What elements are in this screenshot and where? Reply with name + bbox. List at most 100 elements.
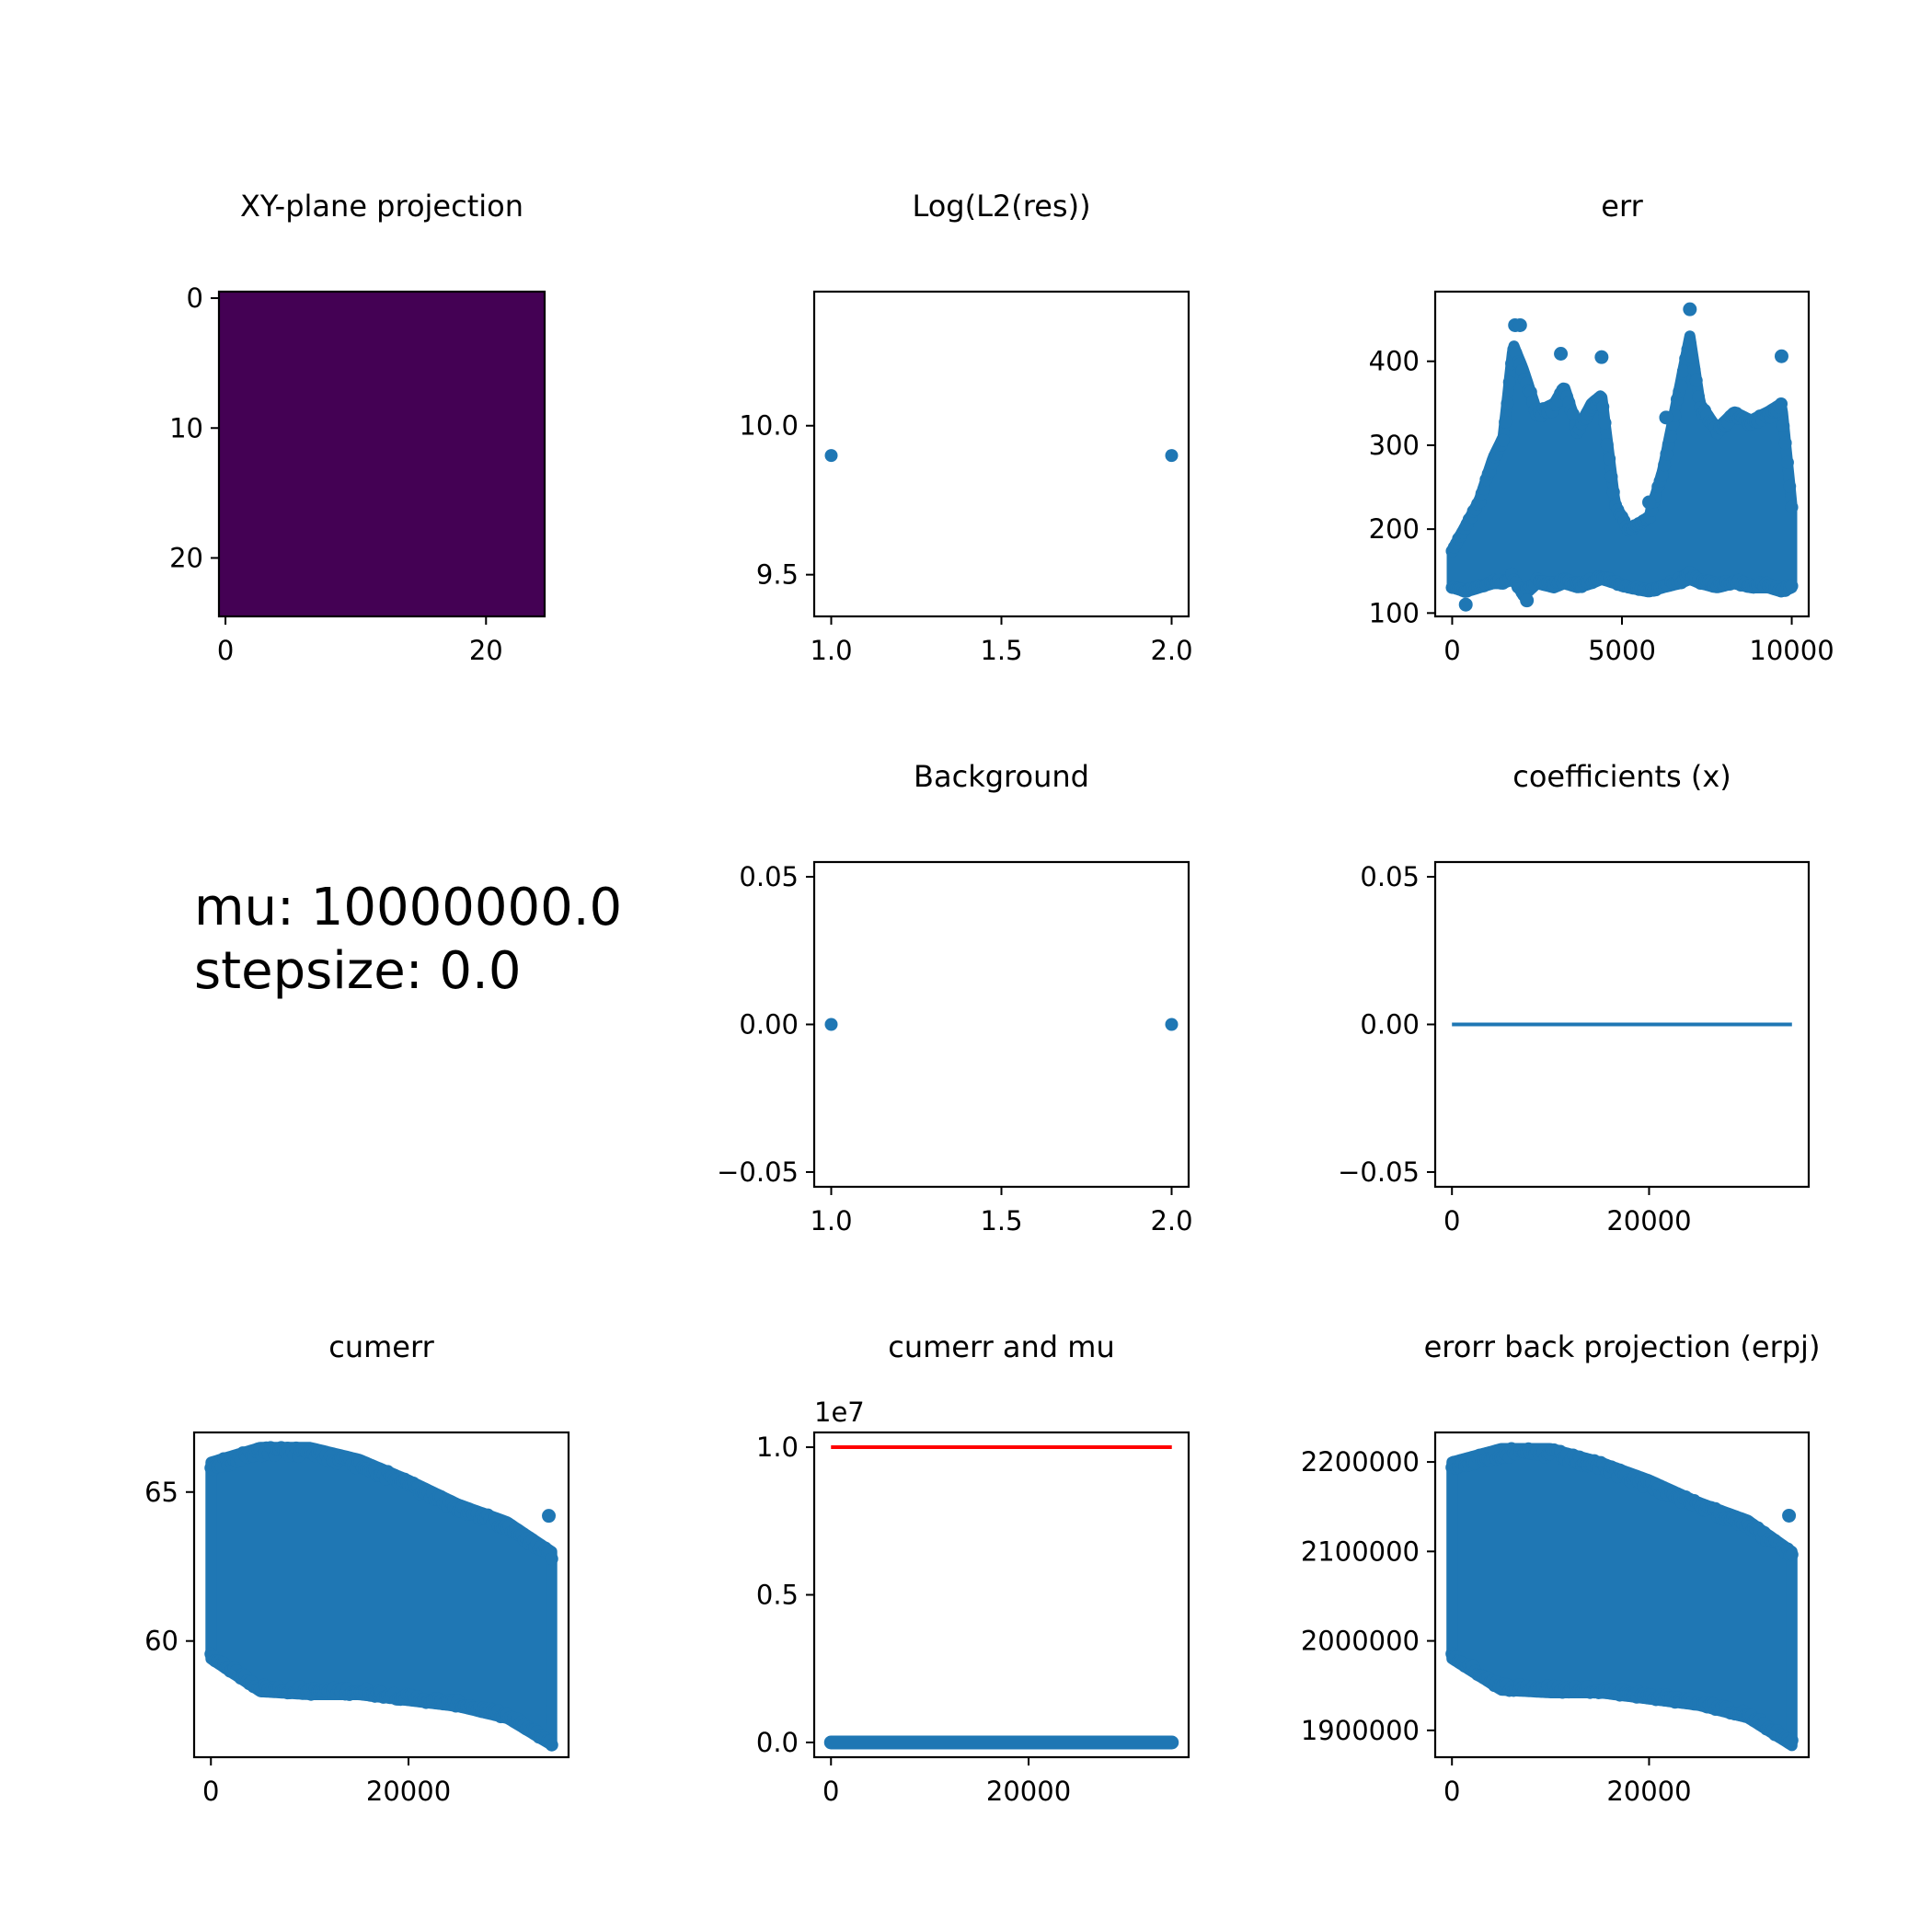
data-point	[545, 1738, 558, 1752]
data-point	[1685, 351, 1699, 364]
plot-area	[219, 292, 545, 616]
data-point	[1524, 385, 1537, 399]
y-tick-label: 10	[169, 412, 203, 443]
y-tick-label: 2000000	[1301, 1626, 1420, 1657]
y-tick-label: 1.0	[756, 1432, 799, 1463]
y-tick-label: 10.0	[739, 410, 799, 442]
data-point	[1596, 400, 1610, 414]
subplot-coef: coefficients (x) 0 20000 −0.05 0.00 0.05	[1338, 759, 1811, 1236]
data-point	[1780, 455, 1794, 469]
x-tick-label: 20000	[1606, 1776, 1691, 1807]
y-tick-label: 400	[1369, 346, 1420, 377]
data-point	[1606, 485, 1620, 499]
data-point	[542, 1509, 557, 1524]
y-tick-label: 60	[144, 1626, 178, 1657]
x-tick-label: 0	[1443, 635, 1460, 666]
x-tick-label: 0	[217, 635, 234, 666]
y-tick-label: 200	[1369, 513, 1420, 545]
subplot-title: Log(L2(res))	[912, 189, 1090, 224]
data-point	[1777, 419, 1790, 432]
data-point	[1659, 410, 1673, 425]
y-tick-label: 0.5	[756, 1580, 799, 1611]
y-tick-label: 0.05	[1360, 861, 1420, 892]
x-tick-label: 1.0	[810, 1205, 852, 1236]
y-tick-label: 2200000	[1301, 1446, 1420, 1478]
x-tick-label: 0	[1443, 1776, 1460, 1807]
data-point	[545, 1552, 558, 1566]
y-tick-label: 0.0	[756, 1727, 799, 1758]
data-point	[1785, 579, 1799, 592]
data-point	[1520, 593, 1535, 608]
subplot-bg: Background 1.0 1.5 2.0 −0.05 0.00 0.05	[717, 759, 1192, 1236]
x-tick-label: 2.0	[1150, 635, 1192, 666]
data-point	[1594, 350, 1609, 364]
y-tick-label: 2100000	[1301, 1535, 1420, 1567]
data-point	[1598, 416, 1612, 430]
y-tick-label: 9.5	[756, 559, 799, 591]
data-point	[1604, 470, 1618, 484]
data-point	[1774, 349, 1788, 363]
data-point	[1778, 436, 1792, 450]
subplot-title: XY-plane projection	[240, 189, 523, 224]
plot-area	[823, 1445, 1179, 1750]
mu-stepsize-annotation: mu: 10000000.0 stepsize: 0.0	[194, 878, 622, 1001]
x-tick-label: 20000	[1606, 1205, 1691, 1236]
data-point	[824, 1018, 838, 1031]
subplot-title: erorr back projection (erpj)	[1424, 1329, 1821, 1364]
x-tick-label: 2.0	[1150, 1205, 1192, 1236]
data-point	[1683, 336, 1696, 350]
data-point	[1165, 449, 1179, 463]
data-point	[1785, 500, 1799, 514]
y-tick-label: −0.05	[1338, 1156, 1420, 1188]
y-tick-label: 20	[169, 542, 203, 573]
plot-area	[1445, 1442, 1799, 1752]
data-point	[1566, 408, 1580, 421]
y-tick-label: 100	[1369, 597, 1420, 628]
plot-area	[824, 1018, 1179, 1031]
mu-text: mu: 10000000.0	[194, 878, 622, 937]
subplot-mu: cumerr and mu 0 20000 0.0 0.5 1.0 1e7	[756, 1329, 1190, 1807]
stepsize-text: stepsize: 0.0	[194, 941, 521, 1001]
data-point	[1501, 397, 1514, 410]
data-point	[1642, 495, 1657, 510]
data-point	[824, 449, 838, 463]
x-tick-label: 0	[202, 1776, 219, 1807]
subplot-title: coefficients (x)	[1512, 759, 1731, 794]
data-point	[1785, 1547, 1799, 1561]
data-point	[1676, 364, 1690, 378]
x-tick-label: 5000	[1588, 635, 1656, 666]
subplot-xy: XY-plane projection 0 20 0 10 20	[169, 189, 546, 666]
subplot-title: err	[1601, 189, 1643, 224]
subplot-log: Log(L2(res)) 1.0 1.5 2.0 9.5 10.0	[739, 189, 1192, 666]
data-point	[1600, 438, 1614, 452]
data-point	[1689, 374, 1703, 387]
y-tick-label: 0.00	[1360, 1009, 1420, 1041]
x-tick-label: 20000	[366, 1776, 451, 1807]
axis-offset-label: 1e7	[814, 1397, 865, 1428]
subplot-title: Background	[914, 759, 1089, 794]
x-tick-label: 20	[469, 635, 503, 666]
data-point	[1687, 363, 1701, 377]
data-point	[1783, 479, 1797, 493]
y-tick-label: 300	[1369, 430, 1420, 461]
subplot-erpj: erorr back projection (erpj) 0 20000 190000…	[1301, 1329, 1821, 1807]
data-point	[1658, 458, 1672, 472]
data-point	[1165, 1018, 1179, 1031]
x-tick-label: 0	[822, 1776, 839, 1807]
x-tick-label: 1.0	[810, 635, 852, 666]
axes-frame	[217, 290, 546, 618]
data-point	[1692, 390, 1706, 404]
data-point	[1655, 468, 1669, 482]
subplot-err: err 0 5000 10000 100 200 300 400	[1369, 189, 1834, 666]
x-tick-label: 0	[1443, 1205, 1460, 1236]
image-pixels	[219, 292, 545, 616]
data-point	[1775, 397, 1788, 411]
y-tick-label: −0.05	[717, 1156, 799, 1188]
x-tick-label: 20000	[986, 1776, 1071, 1807]
data-point	[1603, 452, 1616, 466]
data-point	[1683, 302, 1697, 316]
data-point	[1502, 375, 1516, 389]
plot-area	[1445, 302, 1799, 612]
